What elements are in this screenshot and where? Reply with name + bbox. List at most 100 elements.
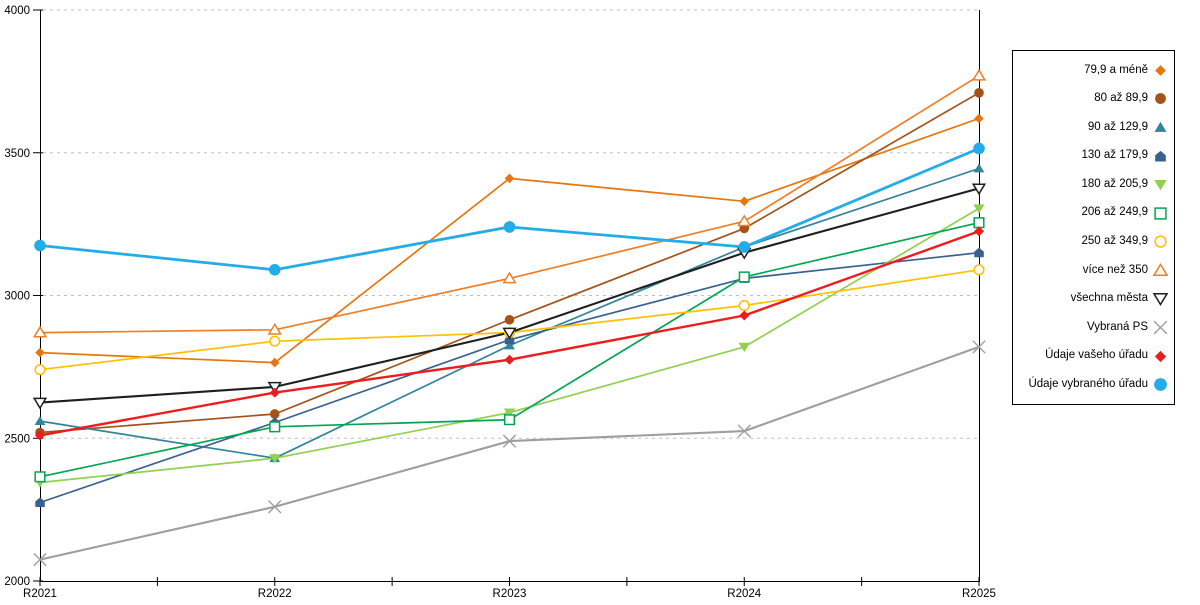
series-12 [39,147,980,272]
data-point-marker [269,357,280,368]
series-2-markers [35,87,984,438]
square-legend-marker-icon [1154,207,1167,220]
data-point-marker [34,239,46,252]
data-point-marker [973,217,985,229]
data-point-marker [503,414,516,426]
data-point-marker [974,113,984,124]
data-point-marker [737,214,752,227]
data-point-marker [504,314,515,325]
data-point-marker [1154,378,1167,392]
series-10-markers [33,340,986,567]
circle-legend-marker-icon [1154,378,1167,392]
series-line [39,345,980,561]
triangle-up-legend-marker-icon [1154,121,1167,132]
data-point-marker [503,408,516,418]
data-point-marker [502,271,517,284]
legend-item: 79,9 a méně [1017,63,1168,78]
data-point-marker [34,471,46,483]
x-axis-labels: R2021 R2022 R2023 R2024 R2025 [23,588,996,600]
data-point-marker [1155,64,1166,76]
diamond-legend-marker-icon [1154,350,1167,362]
series-line [39,117,980,364]
legend-item: všechna města [1017,291,1168,307]
legend-item-label: více než 350 [1082,263,1148,276]
data-point-marker [269,409,280,419]
data-point-marker [267,381,282,394]
data-point-marker [267,322,282,335]
legend-item-label: 80 až 89,9 [1094,92,1148,105]
legend-item-label: všechna města [1070,292,1148,305]
data-point-marker [35,430,45,441]
data-point-marker [973,204,985,214]
data-point-marker [32,325,48,338]
data-point-marker [268,264,281,276]
legend-item-label: Údaje vybraného úřadu [1028,377,1148,390]
legend-item-label: 130 až 179,9 [1081,149,1148,162]
series-1-markers [35,113,984,368]
data-point-marker [738,241,751,253]
data-point-marker [269,387,280,398]
data-point-marker [269,454,281,464]
series-10 [39,345,980,561]
data-point-marker [1154,180,1167,191]
data-point-marker [32,397,48,410]
y-tick-label: 2500 [4,433,30,445]
legend-item: 130 až 179,9 [1017,149,1168,164]
pentagon-legend-marker-icon [1155,150,1166,162]
data-point-marker [34,416,46,425]
data-point-marker [33,552,47,567]
series-11-markers [35,226,984,441]
x-tick-label: R2022 [258,588,292,600]
series-8-markers [32,68,987,338]
legend-item: více než 350 [1017,262,1168,278]
data-point-marker [737,424,751,438]
series-9-markers [32,183,987,410]
series-line [39,74,980,334]
circle-legend-marker-icon [1155,93,1166,105]
data-point-marker [973,142,985,155]
x-legend-marker-icon [1153,320,1168,335]
data-point-marker [738,299,750,312]
data-point-marker [502,327,517,340]
y-tick-label: 3500 [4,148,30,160]
data-point-marker [34,364,46,376]
legend-item: 206 až 249,9 [1017,206,1168,221]
series-line [39,187,980,404]
triangle-down-legend-marker-icon [1153,293,1168,307]
diamond-legend-marker-icon [1155,64,1166,76]
legend: 79,9 a méně 80 až 89,9 90 až 129,9 130 až 1… [1012,50,1175,405]
series-2 [39,92,980,434]
data-point-marker [1153,293,1168,307]
data-point-marker [502,434,517,448]
data-point-marker [971,183,987,196]
series-1 [39,117,980,364]
legend-item: Údaje vybraného úřadu [1017,377,1168,392]
legend-item: 90 až 129,9 [1017,120,1168,135]
y-tick-label: 4000 [4,5,30,17]
data-point-marker [974,226,984,237]
series-6-markers [34,217,985,483]
series-line [39,251,980,504]
circle-legend-marker-icon [1154,235,1167,248]
data-point-marker [738,342,750,353]
data-point-marker [503,221,516,233]
data-point-marker [739,196,749,207]
y-axis-labels: 2000 2500 3000 3500 4000 [4,5,30,588]
data-point-marker [1154,235,1167,248]
data-point-marker [1153,320,1168,335]
x-tick-label: R2025 [962,588,996,600]
series-line [39,147,980,272]
data-point-marker [974,87,984,98]
x-tick-label: R2021 [23,588,57,600]
legend-item-label: 250 až 349,9 [1081,235,1148,247]
legend-item: 250 až 349,9 [1017,234,1168,249]
y-tick-label: 3000 [4,291,30,303]
legend-item-label: 79,9 a méně [1084,63,1148,76]
data-point-marker [1153,262,1168,276]
series-line [39,92,980,434]
data-point-marker [738,271,750,283]
legend-item: Údaje vašeho úřadu [1017,349,1168,364]
legend-item-label: 90 až 129,9 [1087,120,1148,133]
data-point-marker [1155,150,1166,162]
